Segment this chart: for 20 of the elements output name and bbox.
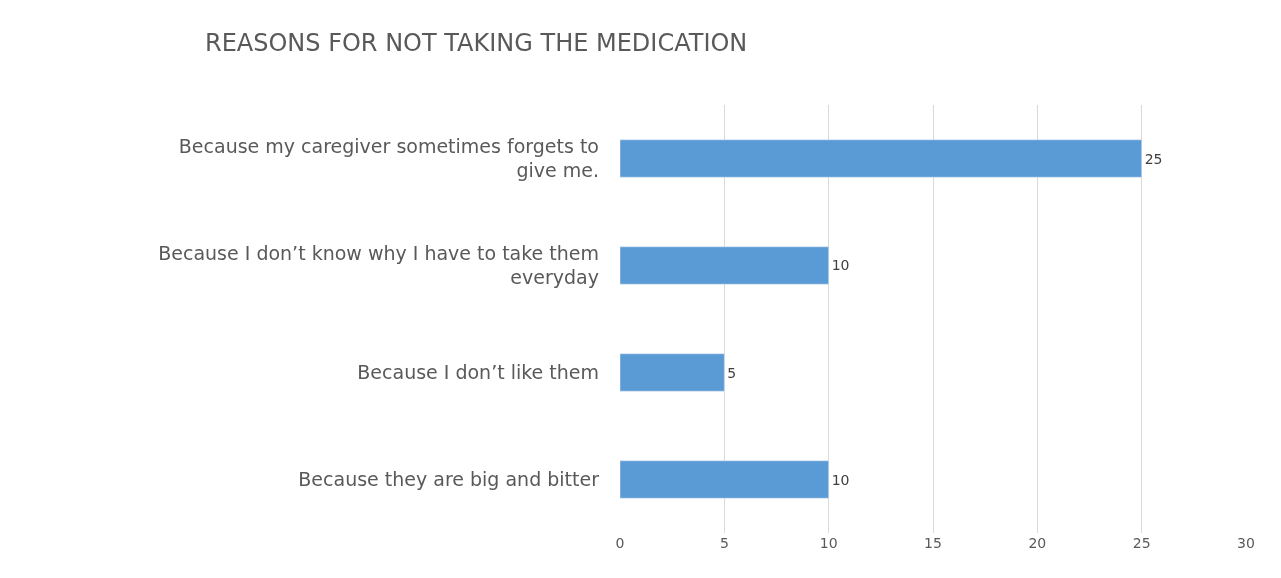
bar [620,246,829,285]
x-tick-label: 0 [615,535,625,551]
y-tick-label: Because they are big and bitter [298,468,600,491]
bar [620,139,1142,178]
x-tick-label: 10 [819,535,838,551]
x-tick-label: 30 [1237,535,1255,551]
data-label: 5 [727,364,737,381]
x-tick-label: 5 [719,535,729,551]
data-label: 10 [831,257,850,274]
chart-title: REASONS FOR NOT TAKING THE MEDICATION [204,29,748,58]
x-tick-label: 20 [1028,535,1047,551]
x-tick-label: 15 [924,535,942,551]
data-label: 25 [1144,150,1163,167]
bar [620,353,725,392]
x-tick-label: 25 [1132,535,1151,551]
y-tick-label: Because I don’t like them [357,361,599,384]
bar [620,460,829,499]
data-label: 10 [831,471,850,488]
y-tick-label: Because my caregiver sometimes forgets to give me. [178,134,599,182]
y-tick-label: Because I don’t know why I have to take them everyday [158,241,599,289]
